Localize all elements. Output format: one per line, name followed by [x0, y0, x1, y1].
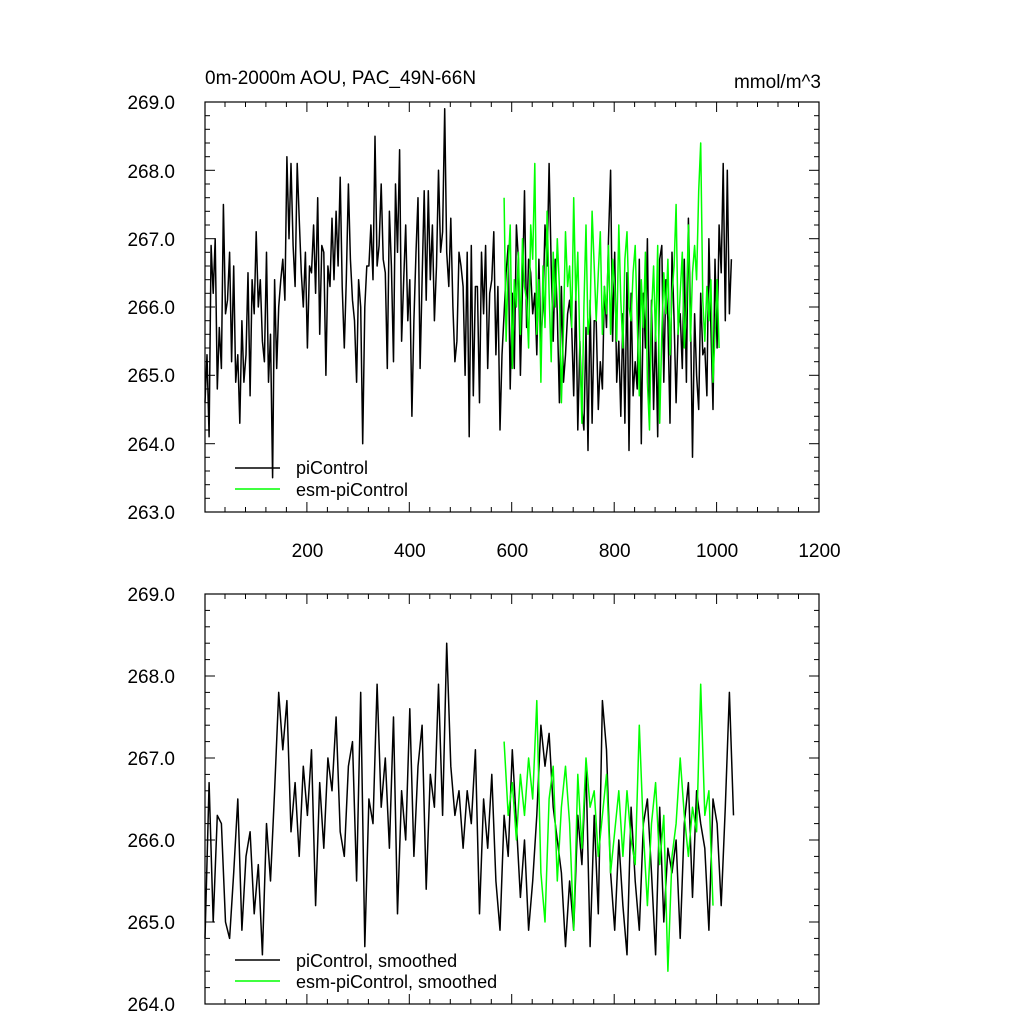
chart-2-y-tick-label: 269.0	[127, 585, 175, 606]
chart-1-series-layer	[204, 108, 733, 479]
chart-1-y-tick-label: 267.0	[127, 230, 175, 251]
chart-2-y-tick-label: 264.0	[127, 995, 175, 1016]
chart-1-x-tick-label: 600	[496, 541, 528, 562]
chart-1-x-tick-labels: 200 400 600 800 1000 1200	[292, 541, 841, 562]
chart-2-series-layer	[204, 642, 735, 972]
chart-1-x-tick-label: 1200	[798, 541, 840, 562]
chart-1-ticks	[205, 101, 820, 513]
chart-1-legend: piControl esm-piControl	[235, 458, 408, 500]
chart-2-legend-label-esm-picontrol: esm-piControl, smoothed	[296, 972, 497, 992]
chart-2-y-tick-labels: 269.0 268.0 267.0 266.0 265.0 264.0	[127, 585, 175, 1016]
chart-1-legend-label-esm-picontrol: esm-piControl	[296, 480, 408, 500]
chart-1-legend-label-picontrol: piControl	[296, 458, 368, 478]
chart-1-x-tick-label: 400	[394, 541, 426, 562]
chart-1-y-tick-label: 266.0	[127, 298, 175, 319]
chart-1-y-tick-label: 265.0	[127, 366, 175, 387]
chart-1-y-tick-label: 264.0	[127, 435, 175, 456]
chart-2-legend-label-picontrol: piControl, smoothed	[296, 951, 457, 971]
chart-1-x-tick-label: 1000	[696, 541, 738, 562]
chart-1-y-tick-label: 263.0	[127, 503, 175, 524]
chart-2-legend: piControl, smoothed esm-piControl, smoot…	[235, 951, 497, 992]
chart-2-series-line-picontrol	[204, 642, 735, 956]
chart-1-series-line-esm-picontrol	[503, 142, 720, 431]
chart-2-y-tick-label: 265.0	[127, 913, 175, 934]
chart-1-y-tick-label: 268.0	[127, 162, 175, 183]
chart-2-series-line-esm-picontrol	[503, 683, 714, 972]
chart-1-units: mmol/m^3	[734, 72, 821, 93]
chart-2-y-tick-label: 267.0	[127, 749, 175, 770]
chart-2-y-tick-label: 266.0	[127, 831, 175, 852]
chart-1-y-tick-labels: 269.0 268.0 267.0 266.0 265.0 264.0 263.…	[127, 93, 175, 524]
chart-1-x-tick-label: 800	[599, 541, 631, 562]
chart-1-x-tick-label: 200	[292, 541, 324, 562]
chart-2-y-tick-label: 268.0	[127, 667, 175, 688]
chart-1-title: 0m-2000m AOU, PAC_49N-66N	[205, 68, 476, 89]
chart-2: 269.0 268.0 267.0 266.0 265.0 264.0 piCo…	[127, 585, 820, 1016]
chart-1: 0m-2000m AOU, PAC_49N-66N mmol/m^3 269.0…	[127, 68, 840, 562]
chart-2-ticks	[205, 593, 820, 1005]
chart-1-y-tick-label: 269.0	[127, 93, 175, 114]
